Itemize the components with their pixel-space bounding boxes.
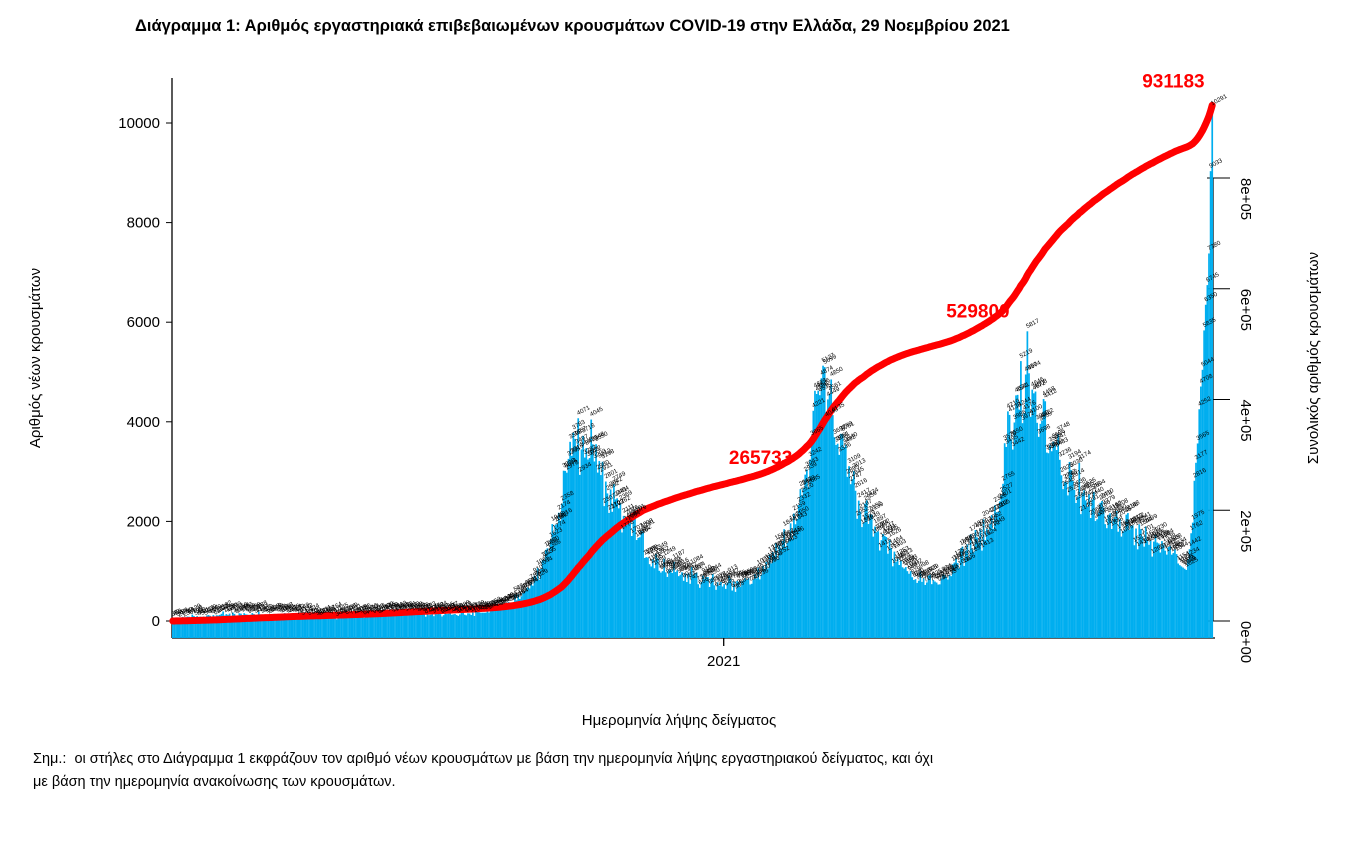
svg-text:2e+05: 2e+05	[1237, 510, 1254, 552]
svg-text:Συνολικός αριθμός κρουσμάτων: Συνολικός αριθμός κρουσμάτων	[1305, 252, 1322, 464]
svg-text:4974: 4974	[1027, 359, 1043, 372]
svg-text:2021: 2021	[707, 653, 740, 670]
svg-text:5817: 5817	[1025, 317, 1041, 330]
svg-text:3550: 3550	[594, 430, 610, 443]
svg-text:8e+05: 8e+05	[1237, 178, 1254, 220]
svg-text:10000: 10000	[118, 115, 160, 132]
svg-text:4045: 4045	[589, 405, 605, 418]
svg-text:7380: 7380	[1207, 239, 1223, 252]
svg-text:265733: 265733	[729, 448, 792, 469]
svg-text:10291: 10291	[1210, 93, 1229, 108]
svg-text:4e+05: 4e+05	[1237, 400, 1254, 442]
svg-text:6000: 6000	[127, 314, 160, 331]
svg-text:Αριθμός νέων κρουσμάτων: Αριθμός νέων κρουσμάτων	[27, 268, 44, 448]
svg-text:0e+00: 0e+00	[1237, 621, 1254, 663]
svg-text:931183: 931183	[1142, 71, 1204, 92]
svg-text:9033: 9033	[1208, 157, 1224, 170]
svg-text:0: 0	[152, 613, 160, 630]
svg-text:6e+05: 6e+05	[1237, 289, 1254, 331]
svg-text:529800: 529800	[946, 302, 1009, 323]
svg-text:8000: 8000	[127, 215, 160, 232]
svg-text:4000: 4000	[127, 414, 160, 431]
svg-text:5219: 5219	[1019, 347, 1035, 360]
svg-text:2000: 2000	[127, 513, 160, 530]
